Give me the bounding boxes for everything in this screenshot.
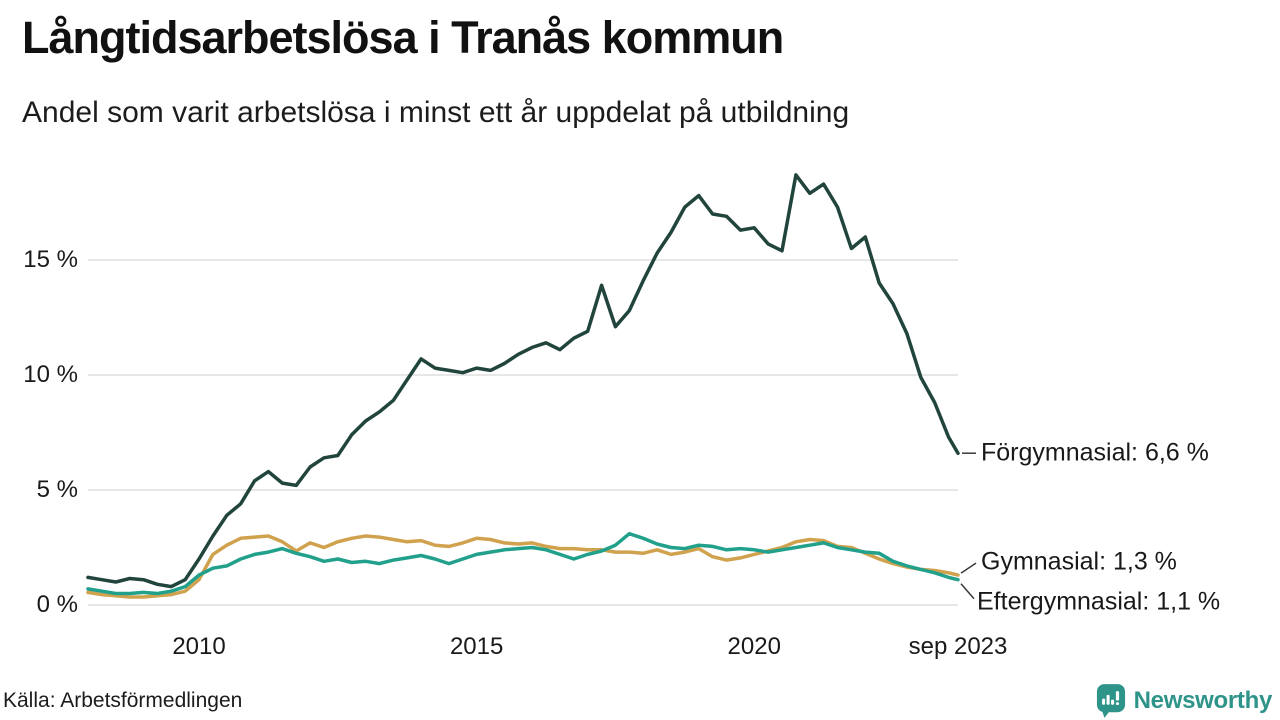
y-axis-tick-label: 10 % (23, 361, 78, 388)
x-axis-tick-label: 2010 (172, 633, 226, 660)
x-axis-tick-label: 2015 (449, 633, 504, 660)
newsworthy-logo: Newsworthy (1096, 683, 1272, 718)
source-text: Källa: Arbetsförmedlingen (3, 689, 243, 712)
series-line-gymnasial (86, 534, 960, 599)
y-axis-tick-label: 5 % (36, 476, 78, 503)
annotation-forgymnasial: Förgymnasial: 6,6 % (981, 438, 1209, 467)
annotation-gymnasial: Gymnasial: 1,3 % (981, 547, 1177, 576)
y-axis-tick-label: 0 % (36, 591, 78, 618)
y-axis-tick-label: 15 % (23, 246, 78, 273)
annotation-leader-line (960, 562, 977, 574)
newsworthy-logo-icon (1096, 684, 1125, 718)
series-line-eftergymnasial (86, 531, 960, 596)
chart-title: Långtidsarbetslösa i Tranås kommun (22, 12, 784, 63)
newsworthy-wordmark: Newsworthy (1133, 686, 1273, 714)
annotation-leader-line (960, 583, 975, 600)
chart-subtitle: Andel som varit arbetslösa i minst ett å… (22, 96, 850, 129)
series-line-förgymnasial (86, 173, 960, 589)
annotation-eftergymnasial: Eftergymnasial: 1,1 % (977, 587, 1221, 616)
x-axis-tick-label: sep 2023 (908, 633, 1008, 660)
x-axis-tick-label: 2020 (727, 633, 781, 660)
